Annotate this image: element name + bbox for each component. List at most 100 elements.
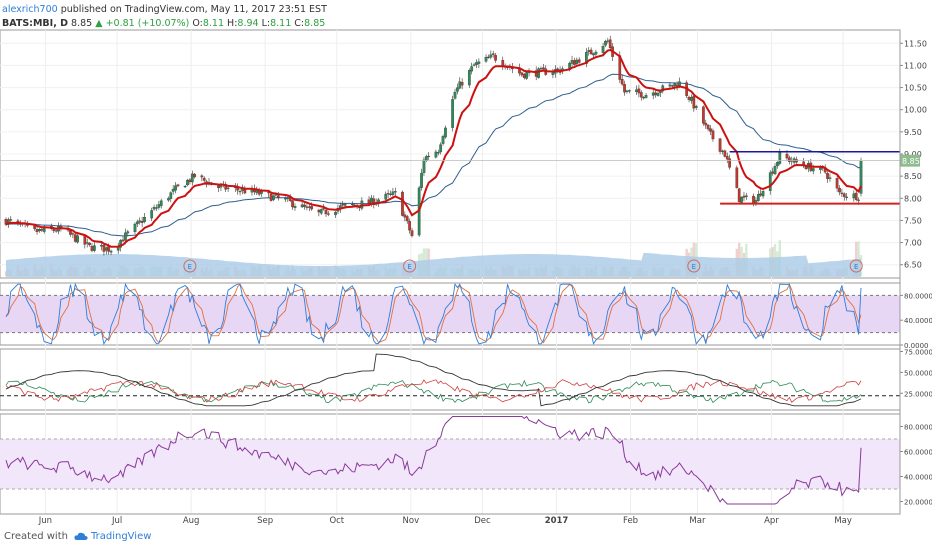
candle: [451, 95, 454, 132]
ema-line: [5, 48, 862, 248]
candle-body: [401, 191, 404, 216]
event-marker-circle: [687, 259, 701, 273]
up-arrow-icon: ▲: [95, 18, 103, 29]
candle: [725, 152, 729, 164]
y-tick-label: 6.50: [904, 261, 922, 270]
candle: [522, 72, 526, 80]
candle: [393, 187, 397, 196]
candle-body: [384, 193, 388, 200]
candle-body: [93, 245, 96, 251]
candle-body: [828, 177, 832, 179]
candle: [190, 170, 194, 186]
candle: [737, 187, 741, 205]
candle-body: [494, 55, 497, 61]
candle: [740, 196, 743, 204]
candle: [250, 185, 254, 196]
candle: [706, 124, 710, 132]
candle-body: [183, 185, 187, 188]
candle: [644, 92, 648, 99]
y-tick-label: 8.00: [904, 194, 922, 203]
candle-body: [606, 40, 610, 42]
candle-body: [444, 127, 447, 138]
cloud-icon: [74, 532, 88, 540]
candle-body: [138, 220, 142, 223]
candle-body: [451, 99, 454, 128]
candle-body: [542, 67, 545, 70]
candle-body: [90, 246, 94, 251]
candle-body: [188, 179, 192, 182]
candle-body: [171, 188, 175, 192]
candle: [635, 85, 638, 95]
candle-body: [477, 61, 481, 64]
candle: [838, 185, 841, 196]
last-price: 8.85: [71, 18, 93, 29]
candle: [835, 174, 839, 192]
candle: [439, 142, 443, 155]
candle: [76, 232, 79, 244]
candle-body: [594, 51, 598, 55]
low-label: L:: [261, 18, 271, 29]
candle: [317, 208, 321, 217]
candle: [243, 185, 247, 195]
y-tick-label: 25.0000: [904, 390, 932, 398]
candle: [104, 246, 108, 255]
candle: [427, 152, 431, 160]
candle: [735, 165, 739, 189]
candle-body: [489, 54, 493, 58]
candle-body: [745, 195, 748, 197]
candle-body: [420, 172, 423, 188]
candle: [790, 156, 794, 166]
candle-body: [109, 250, 113, 253]
candle-body: [119, 240, 122, 248]
candle: [143, 213, 146, 224]
candle: [575, 57, 579, 66]
candle: [788, 155, 791, 165]
candle-body: [826, 173, 829, 179]
x-tick-label: Feb: [623, 516, 638, 526]
candle: [654, 89, 657, 98]
x-tick-label: Jul: [111, 516, 122, 526]
candle-body: [307, 206, 311, 208]
candle-body: [305, 206, 309, 208]
candle: [444, 125, 447, 139]
candle: [38, 228, 41, 233]
candle: [756, 190, 760, 202]
candle-body: [840, 192, 844, 194]
candle-body: [286, 197, 290, 199]
candle-body: [276, 195, 280, 198]
candle: [828, 173, 832, 182]
candle-body: [322, 208, 325, 210]
created-with-text: Created with: [4, 531, 68, 542]
candle-body: [842, 193, 846, 197]
candle-body: [575, 59, 579, 64]
candle-body: [35, 229, 39, 233]
candle-body: [217, 185, 220, 189]
y-tick-label: 40.0000: [904, 474, 932, 482]
candle: [334, 210, 337, 219]
tradingview-logo[interactable]: TradingView: [74, 531, 151, 542]
close-label: C:: [294, 18, 305, 29]
candle-body: [835, 178, 839, 189]
candle: [73, 233, 77, 243]
y-tick-label: 80.0000: [904, 292, 932, 300]
candle-body: [343, 203, 347, 206]
candle: [238, 189, 242, 196]
rsi-y-axis: 20.0000 40.0000 60.0000 80.0000: [900, 424, 932, 507]
candle-body: [389, 193, 392, 195]
candle: [102, 244, 106, 256]
candle-body: [771, 171, 774, 174]
candle-body: [522, 73, 526, 78]
author-link[interactable]: alexrich700: [2, 4, 58, 15]
candle: [692, 92, 696, 112]
candle-body: [537, 68, 540, 78]
candle: [422, 156, 426, 176]
candle: [193, 172, 197, 179]
candle-body: [673, 83, 677, 87]
candle-body: [484, 56, 488, 62]
candle: [150, 207, 154, 221]
candle-body: [637, 88, 641, 94]
candle-body: [453, 91, 457, 99]
candle-body: [169, 192, 173, 199]
candle: [768, 170, 772, 195]
